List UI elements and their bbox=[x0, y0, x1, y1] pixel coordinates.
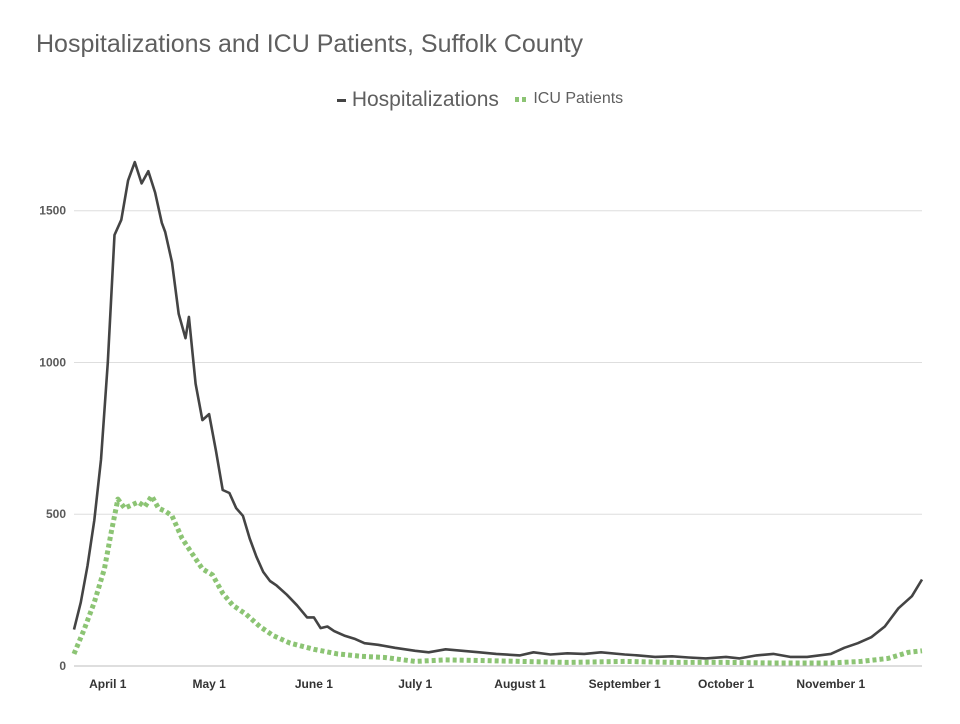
x-tick-label: April 1 bbox=[89, 677, 127, 691]
hospitalizations-line bbox=[72, 160, 924, 660]
x-tick-label: September 1 bbox=[589, 677, 661, 691]
y-tick-label: 0 bbox=[59, 659, 66, 673]
x-tick-label: May 1 bbox=[192, 677, 226, 691]
chart-title: Hospitalizations and ICU Patients, Suffo… bbox=[36, 30, 584, 58]
x-tick-label: August 1 bbox=[494, 677, 546, 691]
icu-patients-line bbox=[71, 493, 923, 666]
y-tick-label: 1000 bbox=[39, 355, 66, 369]
chart-legend: Hospitalizations ICU Patients bbox=[0, 88, 960, 112]
legend-swatch-icu bbox=[515, 96, 528, 102]
x-tick-label: October 1 bbox=[698, 677, 754, 691]
legend-label-icu: ICU Patients bbox=[533, 90, 624, 107]
x-tick-label: June 1 bbox=[295, 677, 333, 691]
y-tick-label: 500 bbox=[46, 507, 66, 521]
x-tick-label: July 1 bbox=[398, 677, 432, 691]
legend-item-hospitalizations: Hospitalizations bbox=[336, 88, 499, 112]
legend-label-hospitalizations: Hospitalizations bbox=[351, 88, 499, 111]
y-tick-label: 1500 bbox=[39, 204, 66, 218]
legend-swatch-hospitalizations bbox=[336, 98, 346, 102]
x-tick-label: November 1 bbox=[796, 677, 865, 691]
legend-item-icu: ICU Patients bbox=[515, 90, 623, 108]
